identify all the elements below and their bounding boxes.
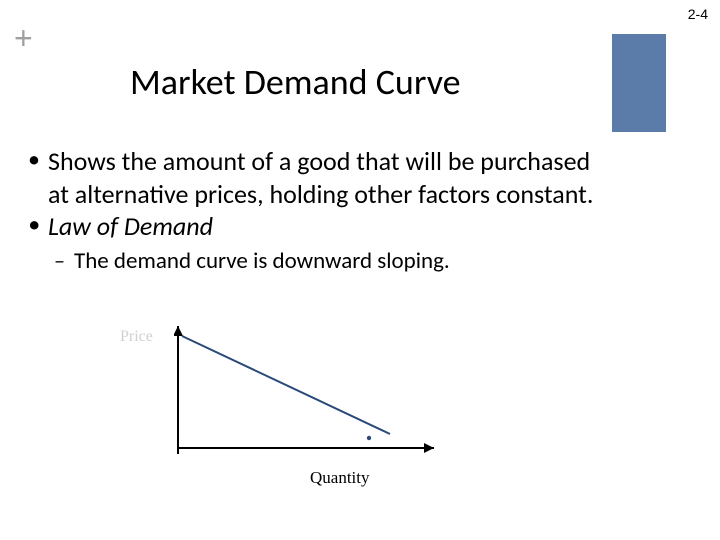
page-number: 2-4: [688, 6, 708, 22]
sub-bullet-item: The demand curve is downward sloping.: [18, 247, 600, 276]
chart-svg: [174, 326, 444, 466]
bullet-item: Shows the amount of a good that will be …: [18, 145, 600, 210]
demand-dot: [367, 436, 371, 440]
demand-line: [182, 336, 390, 434]
accent-bar: [612, 34, 666, 132]
y-axis-arrow: [174, 326, 183, 336]
x-axis-label: Quantity: [310, 468, 370, 488]
bullet-list: Shows the amount of a good that will be …: [18, 145, 600, 275]
x-axis-arrow: [424, 443, 434, 453]
plus-decoration: +: [14, 20, 33, 57]
slide-title: Market Demand Curve: [130, 60, 461, 104]
demand-chart: Price Quantity: [130, 322, 450, 492]
y-axis-label: Price: [120, 328, 153, 346]
bullet-item: Law of Demand: [18, 210, 600, 243]
